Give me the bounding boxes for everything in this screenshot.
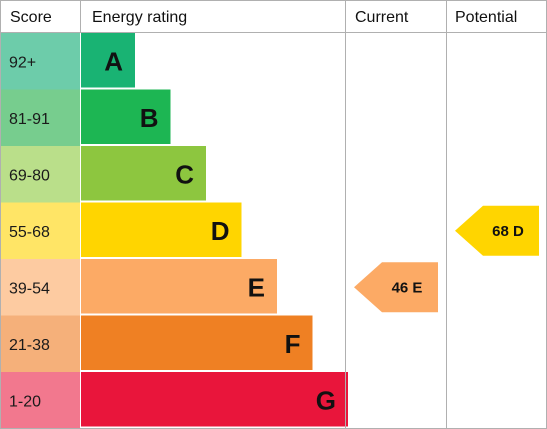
- score-cell-b: [1, 89, 80, 146]
- band-bar-f: [81, 315, 313, 370]
- score-label-c: 69-80: [9, 167, 50, 184]
- score-label-g: 1-20: [9, 393, 41, 410]
- band-letter-e: E: [248, 272, 265, 302]
- current-rating-label: 46 E: [392, 279, 423, 296]
- band-bar-b: [81, 89, 171, 144]
- score-label-f: 21-38: [9, 337, 50, 354]
- bands-layer: 92+ A 81-91 B 69-80 C 55-68 D 39-54 E 21-38 F 1-20 G: [1, 33, 348, 429]
- score-cell-f: [1, 315, 80, 372]
- potential-rating-label: 68 D: [492, 223, 524, 240]
- score-label-b: 81-91: [9, 111, 50, 128]
- pointers-layer: 46 E 68 D: [354, 205, 539, 313]
- score-cell-a: [1, 33, 80, 90]
- band-letter-c: C: [175, 159, 194, 189]
- header-current: Current: [355, 9, 409, 26]
- score-cell-g: [1, 372, 80, 429]
- score-cell-e: [1, 259, 80, 316]
- current-pointer: [354, 262, 438, 313]
- header-score: Score: [10, 9, 52, 26]
- header-energy-rating: Energy rating: [92, 9, 187, 26]
- score-cell-c: [1, 146, 80, 203]
- band-letter-a: A: [104, 46, 123, 76]
- score-cell-d: [1, 202, 80, 259]
- band-letter-f: F: [285, 329, 301, 359]
- band-letter-b: B: [140, 103, 159, 133]
- band-bar-e: [81, 259, 277, 314]
- band-bar-a: [81, 33, 135, 88]
- band-bar-d: [81, 202, 242, 257]
- band-bar-g: [81, 372, 348, 427]
- score-label-a: 92+: [9, 54, 36, 71]
- band-bar-c: [81, 146, 206, 201]
- band-letter-g: G: [316, 385, 336, 415]
- band-letter-d: D: [211, 216, 230, 246]
- potential-pointer: [455, 205, 539, 256]
- score-label-d: 55-68: [9, 224, 50, 241]
- header-potential: Potential: [455, 9, 517, 26]
- score-label-e: 39-54: [9, 280, 50, 297]
